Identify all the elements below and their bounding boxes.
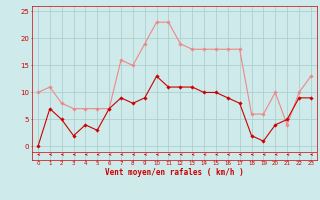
X-axis label: Vent moyen/en rafales ( km/h ): Vent moyen/en rafales ( km/h )	[105, 168, 244, 177]
